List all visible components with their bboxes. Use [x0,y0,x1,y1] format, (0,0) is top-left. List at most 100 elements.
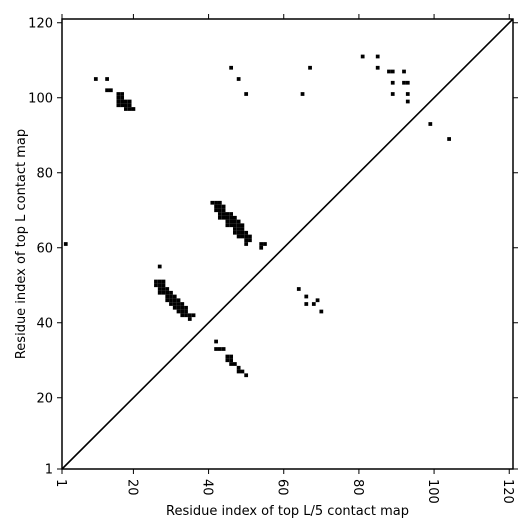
contact-cell [390,69,395,74]
contact-cell [157,287,162,291]
x-tick-label: 1 [53,479,68,487]
y-tick-label: 120 [28,16,53,31]
contact-cell [229,65,234,70]
contact-cell [236,77,241,81]
contact-cell [184,313,188,318]
contact-cell [229,219,234,224]
contact-cell [214,204,218,209]
contact-cell [390,80,395,85]
y-tick-label: 80 [36,166,53,181]
x-tick-label: 60 [275,479,290,496]
contact-cell [161,287,166,291]
contact-cell [300,92,305,96]
contact-cell [93,77,98,81]
contact-cell [402,80,406,85]
contact-cell [214,200,218,205]
contact-cell [180,302,185,306]
contact-cell [176,305,181,310]
contact-cell [154,283,158,288]
contact-cell [319,309,324,314]
contact-cell [225,354,230,359]
contact-cell [229,215,234,220]
contact-cell [127,107,132,111]
x-tick-label: 120 [500,479,515,504]
contact-cell [229,362,234,366]
contact-cell [131,107,136,111]
contact-cell [161,283,166,288]
contact-cell [225,212,230,216]
contact-cell [405,99,410,104]
contact-cell [240,234,245,239]
contact-cell [315,298,320,303]
contact-cells [63,54,451,378]
contact-cell [165,298,170,303]
contact-cell [263,242,267,246]
contact-cell [214,339,218,344]
contact-cell [176,302,181,306]
contact-cell [180,305,185,310]
contact-cell [402,69,406,74]
contact-cell [240,223,245,228]
contact-cell [236,234,241,239]
contact-cell [105,88,109,93]
contact-cell [221,204,226,209]
y-axis-label: Residue index of top L contact map [14,129,29,359]
contact-cell [405,80,410,85]
contact-cell [233,230,237,235]
contact-cell [248,238,252,243]
contact-cell [161,290,166,295]
contact-cell [214,208,218,213]
contact-cell [308,65,312,70]
contact-cell [244,230,249,235]
y-tick-label: 20 [36,391,53,406]
contact-cell [165,294,170,299]
contact-cell [225,358,230,363]
contact-cell [240,230,245,235]
contact-cell [124,107,128,111]
contact-cell [169,290,173,295]
contact-cell [169,298,173,303]
contact-cell [124,103,128,108]
contact-cell [161,279,166,284]
contact-cell [187,317,192,321]
contact-cell [116,99,121,104]
y-tick-label: 40 [36,316,53,331]
contact-cell [165,287,170,291]
contact-cell [233,223,237,228]
contact-cell [225,215,230,220]
contact-cell [244,238,249,243]
contact-cell [217,204,222,209]
contact-cell [311,302,316,306]
contact-cell [63,242,68,246]
plot-frame [61,18,514,470]
x-tick-label: 40 [200,479,215,496]
contact-cell [248,234,252,239]
x-tick-label: 80 [350,479,365,496]
contact-cell [225,219,230,224]
contact-cell [225,223,230,228]
contact-cell [221,212,226,216]
contact-cell [127,103,132,108]
contact-cell [244,92,249,96]
contact-cell [233,215,237,220]
contact-cell [240,369,245,374]
contact-cell [229,354,234,359]
contact-cell [172,305,177,310]
x-axis-label: Residue index of top L/5 contact map [166,504,409,519]
contact-cell [217,347,222,351]
contact-cell [124,99,128,104]
diagonal-line [61,18,514,470]
contact-cell [229,212,234,216]
contact-cell [375,54,380,59]
contact-cell [116,95,121,100]
contact-cell [375,65,380,70]
contact-cell [184,309,188,314]
contact-cell [217,200,222,205]
contact-cell [233,362,237,366]
contact-cell [169,302,173,306]
contact-cell [116,103,121,108]
y-tick-label: 100 [28,91,53,106]
contact-cell [176,309,181,314]
contact-cell [229,223,234,228]
